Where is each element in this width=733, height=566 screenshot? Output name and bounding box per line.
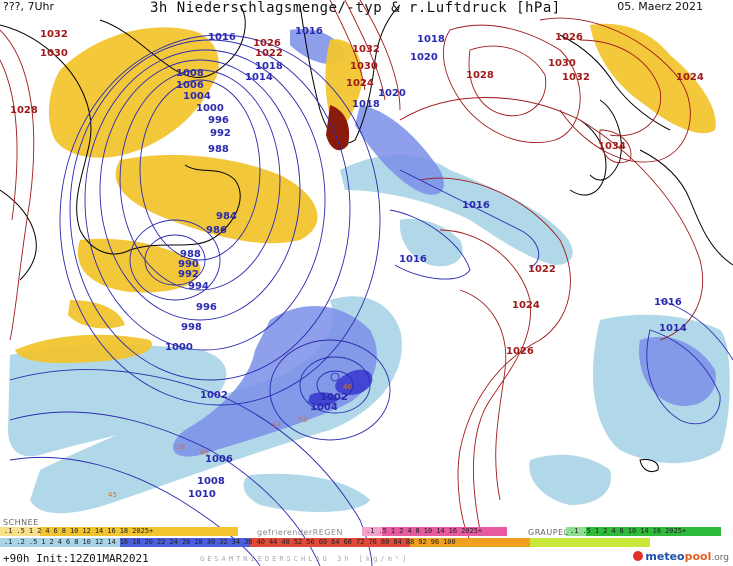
label-low: 1014 <box>659 323 687 334</box>
label-low: 992 <box>178 269 199 280</box>
label-low: 1004 <box>183 91 211 102</box>
label-high: 1032 <box>40 29 68 40</box>
label-high: 1024 <box>676 72 704 83</box>
label-high: 1024 <box>346 78 374 89</box>
pressure-labels-low: 1016 1016 1018 1014 1020 1018 1020 1018 … <box>165 26 687 500</box>
label-low: 988 <box>180 249 201 260</box>
greenland-tip <box>326 105 350 151</box>
label-high: 1024 <box>512 300 540 311</box>
label-low: 988 <box>208 144 229 155</box>
precip-value: 53 <box>298 416 307 424</box>
label-low: 1020 <box>378 88 406 99</box>
label-low: 1000 <box>196 103 224 114</box>
model-run-info: +90h Init:12Z01MAR2021 <box>3 552 149 565</box>
logo-text-meteo: meteo <box>645 550 685 563</box>
legend-total-scale: .1.2.5 1 2 4 6 8 10 12 14 16 18 20 22 24 26 28 30 32 34 36 4… <box>4 538 456 546</box>
label-low: 1002 <box>200 390 228 401</box>
precip-snow <box>15 23 716 364</box>
map-date: 05. Maerz 2021 <box>617 0 703 13</box>
label-high: 1028 <box>466 70 494 81</box>
label-high: 1030 <box>350 61 378 72</box>
label-low: 1016 <box>399 254 427 265</box>
label-high: 1030 <box>40 48 68 59</box>
label-low: 1000 <box>165 342 193 353</box>
legend-graupel-label: GRAUPEL <box>528 528 569 537</box>
legend-freezing-rain-label: gefrierenderREGEN <box>257 528 343 537</box>
label-low: 1002 <box>320 392 348 403</box>
label-high: 1032 <box>562 72 590 83</box>
meteopool-logo[interactable]: meteopool.org <box>633 550 729 563</box>
label-high: 1026 <box>253 38 281 49</box>
map-title: 3h Niederschlagsmenge/-typ & r.Luftdruck… <box>150 0 561 16</box>
precip-rain-dark <box>308 369 373 407</box>
label-high: 1026 <box>506 346 534 357</box>
label-low: 1018 <box>417 34 445 45</box>
pressure-labels-high: 1032 1030 1028 1026 1022 1032 1030 1024 … <box>10 29 704 357</box>
low-center-marker <box>330 372 340 382</box>
precip-value: 40 <box>343 383 352 391</box>
label-low: 1018 <box>352 99 380 110</box>
label-low: 1008 <box>197 476 225 487</box>
label-high: 1028 <box>10 105 38 116</box>
label-low: 984 <box>216 211 237 222</box>
label-low: 1006 <box>205 454 233 465</box>
label-high: 1032 <box>352 44 380 55</box>
legend-bars <box>0 527 721 547</box>
label-low: 994 <box>188 281 209 292</box>
legend-snow-scale: .1.5 1 2 4 6 8 10 12 14 16 18 2025+ <box>4 527 154 535</box>
map-region-label: ???, 7Uhr <box>3 0 55 13</box>
label-high: 1026 <box>555 32 583 43</box>
precip-value: 36 <box>176 443 185 451</box>
label-high: 1030 <box>548 58 576 69</box>
label-low: 1016 <box>654 297 682 308</box>
label-low: 990 <box>178 259 199 270</box>
label-low: 1020 <box>410 52 438 63</box>
label-low: 1016 <box>208 32 236 43</box>
label-low: 998 <box>181 322 202 333</box>
label-low: 1010 <box>188 489 216 500</box>
logo-dot-icon <box>633 551 644 561</box>
precip-value: 34 <box>272 421 281 429</box>
label-low: 996 <box>196 302 217 313</box>
legend-rain-scale: .1.5 1 2 4 8 10 14 16 2025+ <box>366 527 483 535</box>
label-low: 1016 <box>295 26 323 37</box>
label-low: 1018 <box>255 61 283 72</box>
label-low: 996 <box>208 115 229 126</box>
logo-text-domain: .org <box>711 553 729 563</box>
precip-rain-blue <box>173 29 716 457</box>
coastlines <box>0 4 733 473</box>
label-low: 1008 <box>176 68 204 79</box>
label-low: 1004 <box>310 402 338 413</box>
logo-text-pool: pool <box>684 550 712 563</box>
label-high: 1034 <box>598 141 626 152</box>
legend-graupel-scale: .1.5 1 2 4 8 10 14 16 2025+ <box>570 527 687 535</box>
legend-snow-label: SCHNEE <box>3 518 39 527</box>
isobars-high <box>0 0 704 541</box>
label-high: 1022 <box>255 48 283 59</box>
total-precip-caption: GESAMTNIEDERSCHLAG 3h [kg/m²] <box>200 555 410 563</box>
label-low: 1016 <box>462 200 490 211</box>
label-low: 1006 <box>176 80 204 91</box>
label-high: 1022 <box>528 264 556 275</box>
precip-value: 45 <box>200 449 209 457</box>
precip-labels: 40 53 34 45 36 45 <box>108 383 352 499</box>
isobars-low <box>9 34 733 566</box>
precip-value: 45 <box>108 491 117 499</box>
label-low: 1014 <box>245 72 273 83</box>
label-low: 986 <box>206 225 227 236</box>
label-low: 992 <box>210 128 231 139</box>
